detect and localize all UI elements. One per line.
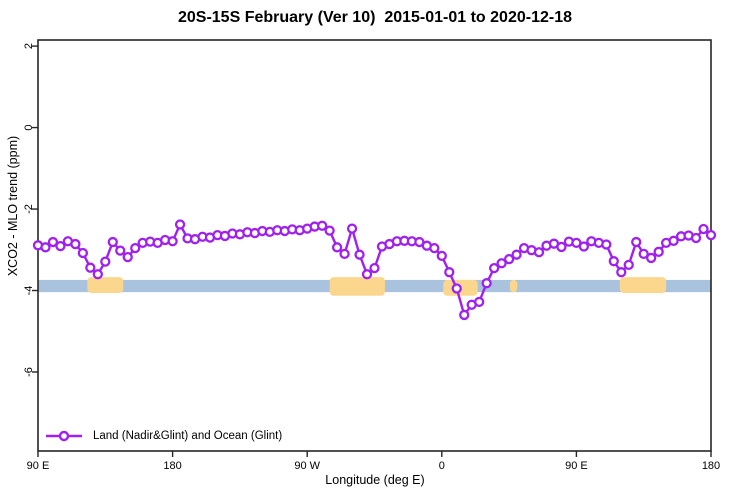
y-axis-label: XCO2 - MLO trend (ppm): [0, 0, 26, 412]
chart-title: 20S-15S February (Ver 10) 2015-01-01 to …: [177, 9, 572, 26]
y-tick-label: -2: [23, 204, 35, 214]
data-point-marker: [174, 219, 186, 230]
y-tick-label: 0: [23, 125, 35, 131]
data-point-marker: [668, 235, 679, 246]
data-point-marker: [705, 229, 717, 241]
data-point-marker: [511, 249, 522, 260]
data-point-marker: [317, 220, 328, 231]
y-tick-label: -6: [23, 367, 35, 377]
data-point-marker: [623, 259, 634, 270]
x-tick-label: 180: [163, 460, 181, 472]
data-point-marker: [130, 242, 141, 254]
legend-marker-icon: [58, 430, 70, 442]
x-tick-label: 90 E: [565, 460, 588, 472]
data-point-marker: [481, 278, 492, 289]
data-point-marker: [354, 249, 365, 260]
data-point-marker: [85, 262, 96, 273]
data-point-marker: [40, 242, 51, 253]
legend-line-marker-swatch: [46, 430, 82, 442]
data-point-marker: [55, 240, 66, 252]
data-point-marker: [578, 241, 590, 252]
data-point-marker: [92, 269, 103, 280]
data-point-marker: [436, 250, 447, 262]
data-point-marker: [616, 267, 627, 278]
data-point-marker: [533, 247, 545, 258]
data-point-marker: [339, 248, 350, 260]
data-point-marker: [690, 232, 702, 244]
data-point-marker: [556, 241, 567, 253]
data-point-marker: [451, 283, 462, 294]
x-tick-label: 180: [702, 460, 720, 472]
data-point-marker: [503, 253, 515, 265]
legend: Land (Nadir&Glint) and Ocean (Glint): [44, 429, 282, 443]
data-point-marker: [70, 238, 81, 250]
y-axis-label-text: XCO2 - MLO trend (ppm): [6, 135, 21, 277]
land-region-band: [619, 277, 667, 293]
data-point-marker: [324, 225, 335, 236]
data-point-marker: [601, 239, 612, 250]
data-point-marker: [115, 245, 126, 256]
data-point-marker: [608, 256, 619, 267]
data-point-marker: [107, 236, 118, 248]
data-point-marker: [369, 262, 380, 274]
data-point-marker: [474, 296, 485, 308]
data-point-marker: [361, 269, 373, 280]
data-point-marker: [653, 246, 664, 257]
data-point-marker: [638, 248, 649, 260]
data-point-marker: [346, 223, 358, 234]
x-tick-label: 0: [439, 460, 445, 472]
data-point-marker: [122, 251, 133, 263]
y-tick-label: -4: [23, 286, 35, 296]
land-region-band: [87, 277, 124, 293]
land-region-band: [329, 277, 385, 296]
land-region-band: [509, 279, 518, 293]
data-point-marker: [77, 247, 89, 259]
data-point-marker: [698, 223, 709, 235]
x-tick-label: 90 W: [294, 460, 320, 472]
data-point-marker: [488, 262, 500, 274]
x-tick-label: 90 E: [27, 460, 50, 472]
data-point-marker: [331, 242, 343, 253]
data-point-marker: [47, 236, 59, 248]
y-tick-label: 2: [23, 43, 35, 49]
data-point-marker: [496, 258, 507, 269]
data-point-marker: [444, 267, 455, 278]
data-point-marker: [459, 309, 470, 321]
data-point-marker: [100, 256, 111, 267]
data-point-marker: [167, 236, 178, 247]
legend-label: Land (Nadir&Glint) and Ocean (Glint): [93, 430, 283, 442]
x-axis-label: Longitude (deg E): [325, 473, 425, 487]
data-point-marker: [646, 252, 657, 264]
data-point-marker: [429, 242, 440, 254]
data-point-marker: [631, 236, 642, 248]
